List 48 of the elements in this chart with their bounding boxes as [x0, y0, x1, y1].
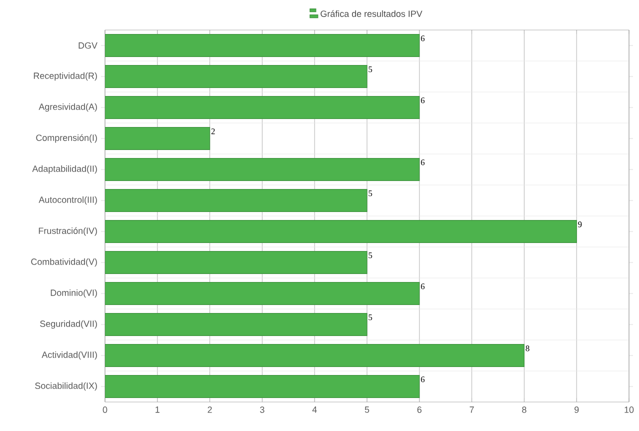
- y-tick-label: Autocontrol(III): [38, 196, 97, 205]
- bar: [105, 96, 420, 119]
- y-tick-label: DGV: [78, 42, 98, 49]
- y-tick-label: Combatividad(V): [31, 258, 97, 267]
- data-label: 8: [526, 346, 530, 352]
- x-tick-label: 6: [417, 406, 422, 413]
- data-label: 6: [420, 376, 425, 382]
- y-tick-label: Frustración(IV): [38, 227, 97, 236]
- bar: [105, 220, 577, 243]
- bar: [105, 189, 368, 212]
- bar: [105, 34, 420, 57]
- bar: [105, 65, 368, 88]
- x-tick-label: 9: [574, 406, 579, 413]
- y-tick-label: Comprensión(I): [36, 134, 97, 143]
- x-tick-label: 5: [364, 406, 370, 413]
- y-tick-label: Agresividad(A): [38, 103, 97, 112]
- x-tick-label: 0: [102, 406, 108, 413]
- bar: [105, 375, 420, 398]
- data-label: 9: [578, 222, 582, 228]
- data-label: 5: [368, 190, 372, 196]
- y-tick-label: Dominio(VI): [50, 289, 97, 298]
- bar: [105, 313, 368, 336]
- bar: [105, 158, 420, 181]
- bar: [105, 251, 368, 274]
- y-tick-label: Actividad(VIII): [42, 351, 97, 360]
- data-label: 6: [420, 36, 425, 42]
- data-label: 5: [368, 252, 372, 258]
- x-tick-label: 10: [624, 406, 634, 413]
- y-tick-label: Sociabilidad(IX): [35, 382, 97, 391]
- bar: [105, 344, 525, 367]
- data-label: 6: [420, 98, 425, 104]
- x-tick-label: 2: [208, 406, 212, 413]
- x-tick-label: 1: [156, 406, 160, 413]
- x-tick-label: 4: [312, 406, 317, 413]
- data-label: 5: [368, 314, 372, 320]
- y-tick-label: Receptividad(R): [34, 72, 97, 81]
- x-tick-label: 3: [260, 406, 264, 413]
- legend-label: Gráfica de resultados IPV: [320, 10, 422, 17]
- bar: [105, 282, 420, 305]
- y-tick-label: Seguridad(VII): [40, 320, 97, 329]
- data-label: 2: [211, 128, 215, 134]
- y-tick-label: Adaptabilidad(II): [32, 165, 97, 174]
- x-tick-label: 7: [470, 406, 474, 413]
- data-label: 6: [420, 160, 425, 166]
- data-label: 5: [368, 66, 372, 72]
- bar: [105, 127, 210, 150]
- data-label: 6: [420, 284, 425, 290]
- x-tick-label: 8: [522, 406, 526, 413]
